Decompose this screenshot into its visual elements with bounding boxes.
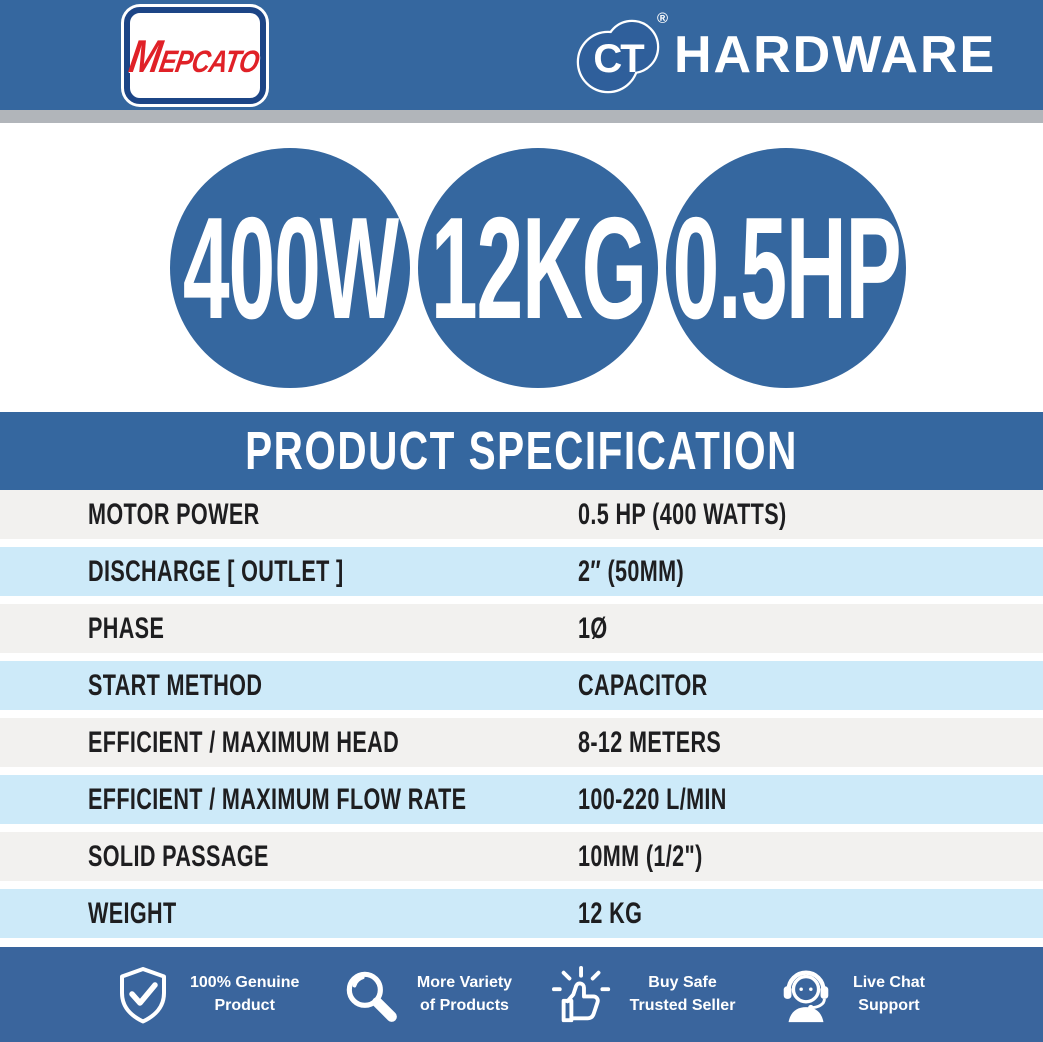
badge-weight-label: 12KG bbox=[430, 186, 646, 349]
table-row: EFFICIENT / MAXIMUM HEAD 8-12 METERS bbox=[0, 718, 1043, 767]
row-value: 10MM (1/2") bbox=[578, 839, 703, 873]
spec-title-bar: PRODUCT SPECIFICATION bbox=[0, 412, 1043, 490]
footer-item-label: 100% Genuine Product bbox=[190, 974, 300, 1014]
row-label: PHASE bbox=[88, 611, 165, 645]
mepcato-logo: MEPCATO bbox=[124, 7, 266, 104]
spec-title: PRODUCT SPECIFICATION bbox=[245, 421, 798, 481]
ct-logo-text: CT bbox=[593, 37, 644, 81]
ct-cloud-icon: CT bbox=[576, 19, 660, 94]
headset-agent-icon bbox=[783, 970, 829, 1022]
badge-weight: 12KG bbox=[418, 148, 658, 388]
badge-horsepower-label: 0.5HP bbox=[672, 186, 901, 349]
footer-item-label: More Variety of Products bbox=[416, 974, 513, 1014]
mepcato-rest: EPCATO bbox=[156, 43, 262, 79]
table-row: PHASE 1Ø bbox=[0, 604, 1043, 653]
magnifier-icon bbox=[346, 971, 397, 1022]
footer-item-support: Live Chat Support bbox=[775, 964, 925, 1026]
spec-table: MOTOR POWER 0.5 HP (400 WATTS) DISCHARGE… bbox=[0, 490, 1043, 946]
row-value: 1Ø bbox=[578, 611, 608, 645]
footer-item-label: Buy Safe Trusted Seller bbox=[629, 974, 736, 1014]
table-row: START METHOD CAPACITOR bbox=[0, 661, 1043, 710]
row-value: CAPACITOR bbox=[578, 668, 708, 702]
thumbs-up-icon bbox=[551, 965, 610, 1022]
footer-item-genuine: 100% Genuine Product bbox=[112, 964, 299, 1026]
row-value: 12 KG bbox=[578, 896, 643, 930]
footer-item-trusted: Buy Safe Trusted Seller bbox=[551, 964, 736, 1026]
hardware-brand-text: HARDWARE bbox=[674, 26, 997, 84]
ct-logo-badge: CT ® bbox=[576, 10, 668, 97]
row-label: EFFICIENT / MAXIMUM HEAD bbox=[88, 725, 400, 759]
badge-wattage: 400W bbox=[170, 148, 410, 388]
header-divider bbox=[0, 110, 1043, 123]
footer-item-variety: More Variety of Products bbox=[339, 964, 512, 1026]
row-label: START METHOD bbox=[88, 668, 263, 702]
row-label: SOLID PASSAGE bbox=[88, 839, 269, 873]
mepcato-logo-text: MEPCATO bbox=[126, 29, 265, 83]
row-label: DISCHARGE [ OUTLET ] bbox=[88, 554, 344, 588]
table-row: EFFICIENT / MAXIMUM FLOW RATE 100-220 L/… bbox=[0, 775, 1043, 824]
row-label: MOTOR POWER bbox=[88, 497, 260, 531]
table-row: SOLID PASSAGE 10MM (1/2") bbox=[0, 832, 1043, 881]
table-row: MOTOR POWER 0.5 HP (400 WATTS) bbox=[0, 490, 1043, 539]
badge-wattage-label: 400W bbox=[182, 186, 398, 349]
row-value: 2″ (50MM) bbox=[578, 554, 685, 588]
shield-check-icon bbox=[120, 966, 166, 1023]
footer-item-label: Live Chat Support bbox=[852, 974, 925, 1014]
row-value: 8-12 METERS bbox=[578, 725, 722, 759]
badge-horsepower: 0.5HP bbox=[666, 148, 906, 388]
table-row: DISCHARGE [ OUTLET ] 2″ (50MM) bbox=[0, 547, 1043, 596]
row-value: 0.5 HP (400 WATTS) bbox=[578, 497, 787, 531]
row-label: WEIGHT bbox=[88, 896, 177, 930]
row-value: 100-220 L/MIN bbox=[578, 782, 727, 816]
registered-mark: ® bbox=[656, 10, 668, 27]
table-row: WEIGHT 12 KG bbox=[0, 889, 1043, 938]
header-bar: MEPCATO CT ® HARDWARE bbox=[0, 0, 1043, 110]
row-label: EFFICIENT / MAXIMUM FLOW RATE bbox=[88, 782, 467, 816]
footer-bar: 100% Genuine Product More Variety of Pro… bbox=[0, 947, 1043, 1042]
ct-hardware-brand: CT ® HARDWARE bbox=[576, 10, 997, 97]
